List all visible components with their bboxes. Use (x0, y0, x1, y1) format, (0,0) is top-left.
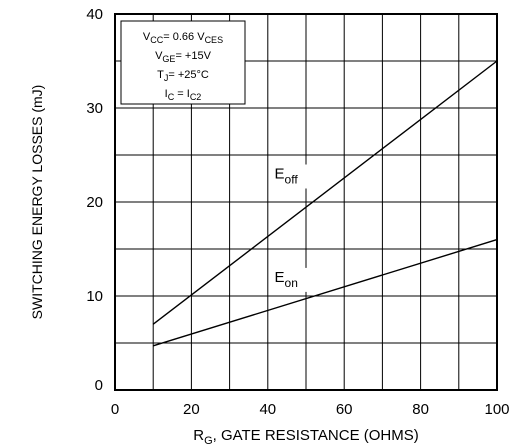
x-axis-label-rest: , GATE RESISTANCE (OHMS) (213, 427, 419, 444)
y-tick-labels: 0 10 20 30 40 (86, 6, 103, 394)
grid-lines (115, 14, 497, 390)
y-axis-label: SWITCHING ENERGY LOSSES (mJ) (29, 85, 45, 320)
condition-line: VCC= 0.66 VCES (143, 31, 223, 45)
y-tick-label: 20 (86, 194, 103, 211)
series-labels: Eoff Eon (271, 164, 308, 292)
series-label-background (271, 267, 308, 292)
series-line-e-off (152, 60, 498, 325)
x-axis-label-main: R (193, 427, 204, 444)
x-tick-label: 100 (484, 401, 509, 418)
x-tick-label: 0 (111, 401, 119, 418)
y-tick-label: 40 (86, 6, 103, 23)
plot-frame (114, 13, 498, 391)
x-axis-label: RG, GATE RESISTANCE (OHMS) (193, 427, 419, 447)
x-tick-label: 40 (259, 401, 276, 418)
series-label-background (271, 164, 308, 189)
condition-line: VGE= +15V (155, 50, 211, 64)
y-tick-label: 30 (86, 100, 103, 117)
x-axis-label-sub: G (204, 435, 213, 447)
x-tick-label: 20 (183, 401, 200, 418)
series-lines (152, 60, 498, 347)
y-tick-label: 0 (95, 377, 103, 394)
condition-line: TJ= +25°C (157, 69, 209, 83)
conditions-box-border (120, 20, 246, 105)
y-tick-label: 10 (86, 288, 103, 305)
x-tick-label: 80 (412, 401, 429, 418)
x-tick-label: 60 (336, 401, 353, 418)
series-line-e-on (152, 238, 498, 347)
condition-line: IC = IC2 (165, 88, 202, 102)
series-label-e-on: Eon (275, 269, 298, 290)
series-label-e-off: Eoff (275, 166, 299, 187)
conditions-box: VCC= 0.66 VCES VGE= +15V TJ= +25°C IC = IC2 (120, 20, 246, 105)
x-tick-labels: 0 20 40 60 80 100 (111, 401, 510, 418)
